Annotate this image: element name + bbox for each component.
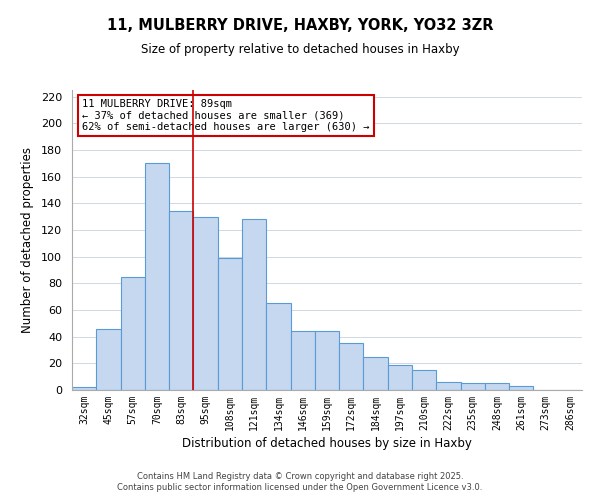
Bar [485,384,509,390]
Bar [339,344,364,390]
X-axis label: Distribution of detached houses by size in Haxby: Distribution of detached houses by size … [182,437,472,450]
Bar [461,384,485,390]
Bar [193,216,218,390]
Bar [145,164,169,390]
Bar [315,332,339,390]
Bar [266,304,290,390]
Bar [388,364,412,390]
Bar [412,370,436,390]
Bar [364,356,388,390]
Bar [509,386,533,390]
Text: Contains public sector information licensed under the Open Government Licence v3: Contains public sector information licen… [118,484,482,492]
Y-axis label: Number of detached properties: Number of detached properties [21,147,34,333]
Bar [169,212,193,390]
Bar [121,276,145,390]
Bar [218,258,242,390]
Text: 11 MULBERRY DRIVE: 89sqm
← 37% of detached houses are smaller (369)
62% of semi-: 11 MULBERRY DRIVE: 89sqm ← 37% of detach… [82,99,370,132]
Bar [290,332,315,390]
Bar [96,328,121,390]
Text: 11, MULBERRY DRIVE, HAXBY, YORK, YO32 3ZR: 11, MULBERRY DRIVE, HAXBY, YORK, YO32 3Z… [107,18,493,32]
Bar [436,382,461,390]
Bar [72,388,96,390]
Text: Size of property relative to detached houses in Haxby: Size of property relative to detached ho… [140,42,460,56]
Bar [242,220,266,390]
Text: Contains HM Land Registry data © Crown copyright and database right 2025.: Contains HM Land Registry data © Crown c… [137,472,463,481]
